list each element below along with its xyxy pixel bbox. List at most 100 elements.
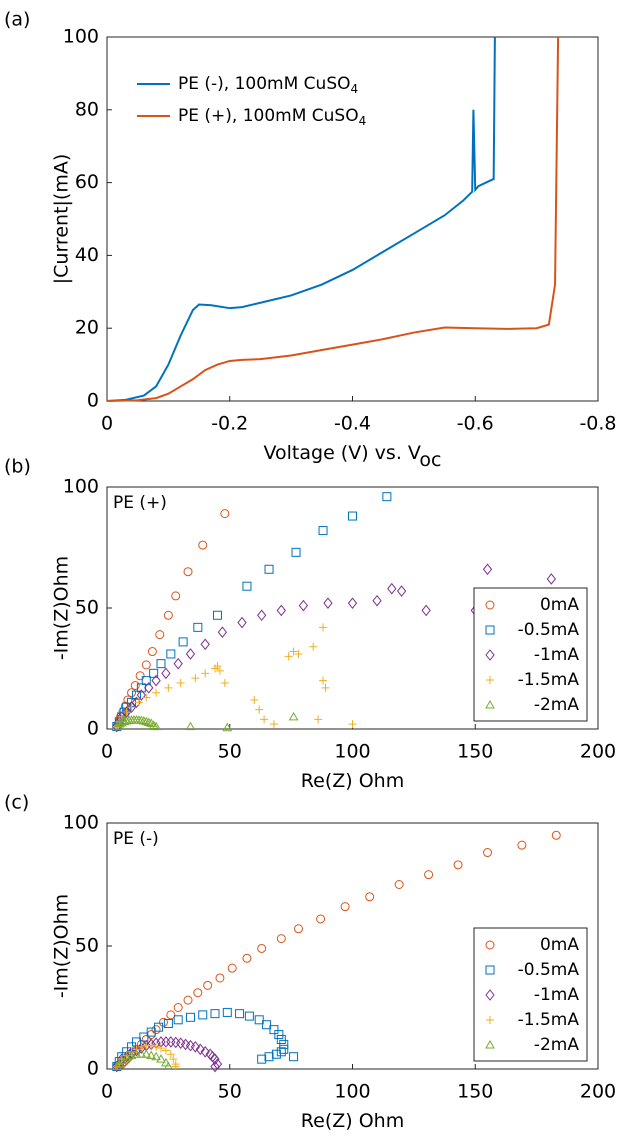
marker [483,848,493,858]
marker [222,722,233,732]
marker [453,860,463,870]
legend-label: -1mA [534,645,580,665]
y-tick-label: 0 [87,718,99,740]
marker [122,708,131,717]
x-tick-label: 0 [101,1081,113,1103]
marker [316,914,326,924]
marker [314,715,323,724]
marker [210,1060,220,1073]
marker [262,1020,272,1030]
marker [152,688,161,697]
marker [372,594,382,607]
annotation: PE (+) [113,493,167,513]
marker [156,1054,166,1063]
marker [421,604,431,617]
legend-label: PE (-), 100mM CuSO4 [178,74,358,96]
marker [139,1032,149,1042]
marker [347,597,358,609]
legend-label-subscript: 4 [351,82,359,96]
legend-label-subscript: 4 [359,114,367,128]
marker [382,492,392,502]
x-tick-label: 50 [218,741,242,763]
marker [257,609,267,622]
marker [394,880,404,889]
marker [276,1047,286,1057]
legend-label: -0.5mA [518,960,580,980]
legend-label: PE (+), 100mM CuSO4 [178,106,366,128]
marker [217,626,228,639]
x-tick-label: 0 [101,741,113,763]
marker [274,1030,284,1040]
data-line [106,36,560,402]
marker [171,1062,180,1071]
marker [485,649,495,661]
x-axis-label-subscript: oc [419,449,441,471]
x-tick-label: 200 [580,741,616,763]
marker [288,711,299,721]
marker [298,599,309,612]
y-tick-label: 0 [87,390,99,412]
marker [242,953,252,963]
marker [141,716,152,726]
x-axis-label-text: Re(Z) Ohm [301,770,404,792]
marker [147,647,157,657]
marker [424,870,434,880]
marker [151,674,161,687]
marker [264,1052,274,1062]
marker [220,509,230,519]
y-axis-label: -Im(Z)Ohm [51,894,73,998]
marker [200,1045,210,1058]
marker [486,1016,494,1024]
marker [250,695,259,704]
marker [163,610,173,620]
marker [166,649,176,659]
marker [485,600,495,610]
marker [276,1034,286,1044]
panel-label: (a) [4,9,30,31]
marker [279,1044,289,1054]
marker [193,622,203,632]
marker [190,1041,201,1053]
legend-label: 0mA [540,595,579,615]
legend-label: -2mA [534,695,580,715]
marker [257,1054,267,1064]
x-axis-label-text: Voltage (V) vs. V [264,442,421,464]
marker [185,648,196,660]
marker [161,667,171,680]
y-tick-label: 40 [75,244,99,266]
legend-label: -1mA [534,985,580,1005]
marker [482,563,493,576]
marker [143,717,154,726]
marker [183,995,193,1005]
marker [141,676,151,686]
marker [222,1007,232,1017]
marker [319,623,328,632]
marker [155,630,165,640]
marker [164,683,173,692]
marker [131,690,141,700]
x-tick-label: -0.8 [579,413,616,435]
legend-label: -1.5mA [518,1010,580,1030]
marker [166,1010,176,1020]
marker [171,591,181,601]
y-tick-label: 60 [75,171,99,193]
legend-label-text: PE (+), 100mM CuSO [178,106,359,126]
marker [485,1039,495,1049]
marker [178,637,188,647]
marker [271,1049,281,1059]
marker [185,1012,195,1022]
legend-label-text: PE (-), 100mM CuSO [178,74,351,94]
marker [136,1049,147,1058]
marker [276,604,286,617]
y-tick-label: 0 [87,1058,99,1080]
marker [244,1011,254,1021]
marker [141,660,151,670]
marker [264,564,274,574]
marker [142,693,151,702]
marker [215,973,225,983]
marker [144,682,154,694]
marker [138,716,149,725]
y-tick-label: 100 [63,812,99,834]
panel-label: (c) [4,792,29,814]
